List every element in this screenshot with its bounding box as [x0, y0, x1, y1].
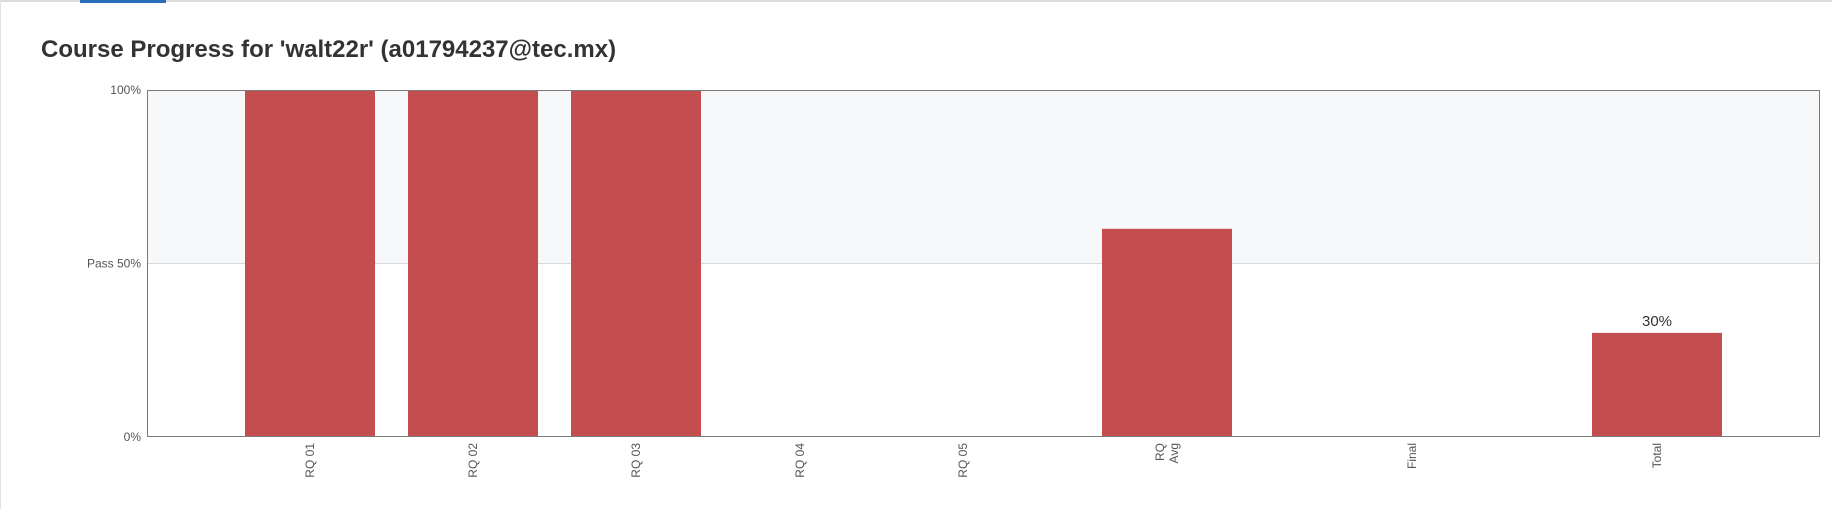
plot-frame: [147, 90, 1820, 437]
bar: [408, 90, 538, 437]
active-tab-indicator[interactable]: [80, 0, 166, 3]
y-tick-label: Pass 50%: [87, 257, 141, 271]
x-tick-label: Total: [1650, 443, 1664, 468]
x-tick-label: RQ 02: [466, 443, 480, 478]
pass-region: [147, 90, 1820, 264]
page-title: Course Progress for 'walt22r' (a01794237…: [41, 36, 617, 63]
x-tick-label: RQ 05: [956, 443, 970, 478]
bar: [571, 90, 701, 437]
y-tick-label: 0%: [124, 430, 142, 444]
x-tick-label: RQ 03: [629, 443, 643, 478]
left-border: [0, 0, 1, 509]
x-tick-label: RQAvg: [1153, 443, 1181, 463]
data-label: 30%: [1642, 313, 1672, 330]
bar: [245, 90, 375, 437]
bar: [1102, 228, 1232, 437]
y-tick-label: 100%: [110, 83, 141, 97]
bar: [1592, 332, 1722, 437]
x-tick-label: RQ 01: [303, 443, 317, 478]
top-border: [0, 0, 1832, 2]
x-tick-label: RQ 04: [793, 443, 807, 478]
x-tick-label: Final: [1405, 443, 1419, 469]
